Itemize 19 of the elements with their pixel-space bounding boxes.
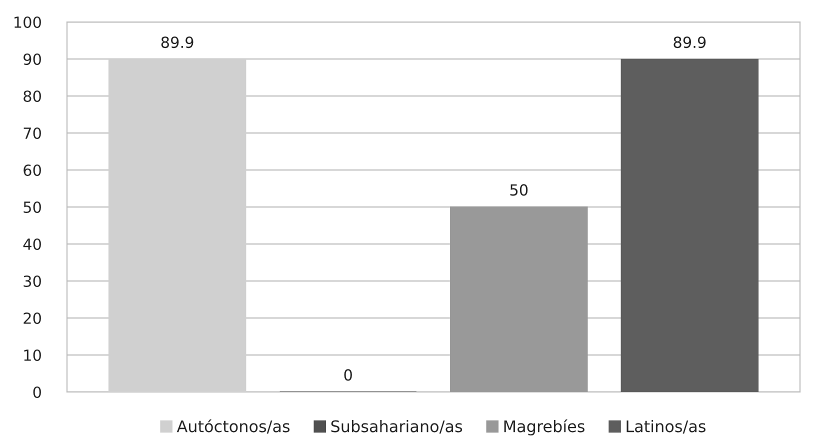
y-tick-label: 30 <box>24 275 41 288</box>
y-tick-label: 100 <box>14 16 41 28</box>
data-label: 89.9 <box>161 36 194 48</box>
y-tick-label: 90 <box>24 53 41 66</box>
y-tick-label: 80 <box>24 90 41 102</box>
data-label: 0 <box>344 369 352 381</box>
legend-label: Subsahariano/as <box>331 420 462 434</box>
legend-label: Autóctonos/as <box>176 419 290 434</box>
y-tick-label: 20 <box>24 312 41 324</box>
data-label: 89.9 <box>674 36 706 48</box>
data-label: 50 <box>510 184 528 196</box>
legend-label: Latinos/as <box>626 420 706 434</box>
legend-label: Magrebíes <box>504 419 584 436</box>
y-tick-label: 60 <box>24 164 41 176</box>
y-tick-label: 0 <box>33 386 41 398</box>
y-tick-label: 70 <box>24 127 41 140</box>
y-tick-label: 50 <box>24 201 41 214</box>
y-tick-label: 40 <box>23 238 41 250</box>
y-tick-label: 10 <box>24 349 41 362</box>
